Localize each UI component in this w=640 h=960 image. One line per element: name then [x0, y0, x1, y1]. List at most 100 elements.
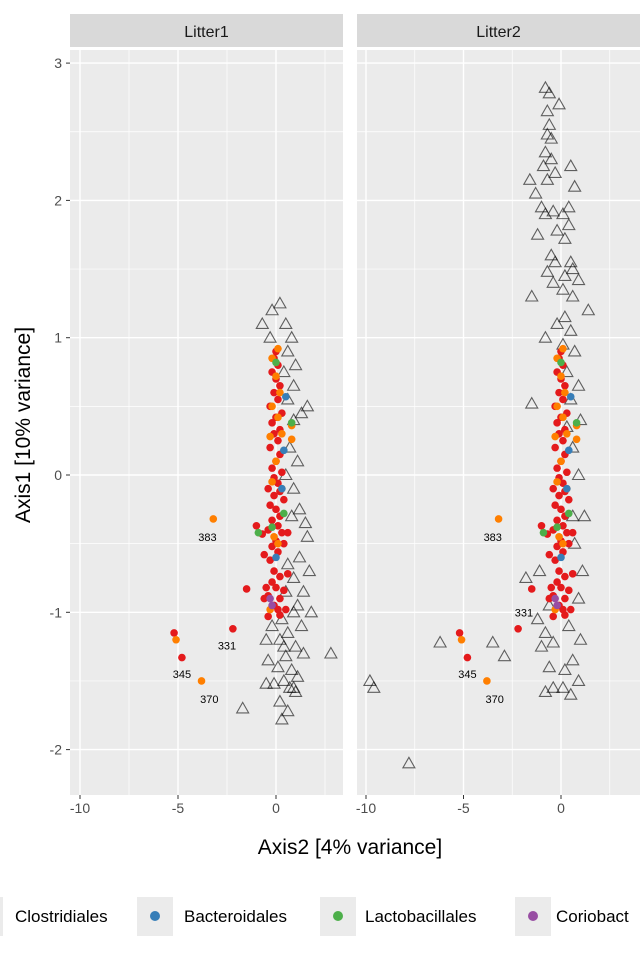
point-label: 345 [458, 669, 476, 681]
sample-point-triangle [565, 261, 580, 275]
taxa-point [559, 539, 567, 548]
taxa-point [547, 583, 556, 592]
taxa-point [551, 556, 559, 564]
taxa-point [282, 605, 290, 614]
sample-point-triangle [300, 529, 315, 542]
taxa-point [280, 539, 288, 548]
taxa-point [537, 522, 546, 530]
sample-point-triangle [300, 399, 315, 412]
sample-point-triangle [272, 296, 287, 309]
sample-point-triangle [540, 172, 555, 185]
sample-point-triangle [542, 117, 557, 130]
point-label: 331 [515, 607, 533, 619]
taxa-point [553, 464, 561, 472]
taxa-point [557, 505, 565, 514]
y-tick-label: 2 [54, 192, 62, 208]
sample-point-triangle [524, 396, 539, 409]
taxa-point [572, 419, 581, 427]
sample-point-triangle [284, 662, 299, 676]
sample-point-triangle [362, 673, 377, 686]
x-axis-title: Axis2 [4% variance] [258, 836, 442, 859]
taxa-point [274, 605, 282, 614]
taxa-point [274, 539, 282, 548]
taxa-point [262, 583, 271, 592]
sample-point-triangle [563, 687, 578, 700]
facet-strip [70, 14, 343, 47]
taxa-point [555, 388, 563, 397]
taxa-point [483, 677, 491, 685]
panel-background [70, 50, 343, 795]
taxa-point [539, 528, 548, 537]
taxa-point [553, 578, 561, 586]
sample-point-triangle [542, 660, 557, 673]
y-tick-label: 3 [54, 55, 62, 71]
sample-point-triangle [267, 676, 281, 689]
taxa-point [272, 457, 280, 466]
sample-point-triangle [571, 378, 586, 391]
sample-point-triangle [575, 564, 590, 577]
x-tick-label: 0 [272, 800, 280, 816]
sample-point-triangle [323, 646, 338, 659]
sample-point-triangle [278, 649, 293, 662]
sample-point-triangle [556, 680, 570, 693]
sample-point-triangle [550, 316, 565, 330]
taxa-point [553, 402, 561, 411]
taxa-point [272, 358, 280, 367]
taxa-point [568, 570, 577, 578]
sample-point-triangle [265, 303, 280, 316]
sample-point-triangle [518, 570, 533, 584]
sample-point-triangle [524, 289, 539, 302]
taxa-point [551, 432, 559, 441]
taxa-point [270, 532, 278, 541]
taxa-point [268, 402, 276, 411]
taxa-point [268, 478, 276, 486]
taxa-point [209, 515, 218, 523]
sample-point-triangle [548, 165, 563, 178]
taxa-point [553, 516, 561, 525]
taxa-point [557, 372, 565, 380]
taxa-point [559, 344, 567, 353]
taxa-point [545, 594, 554, 603]
taxa-point [172, 635, 180, 644]
taxa-point [287, 435, 296, 444]
taxa-point [549, 484, 557, 493]
sample-point-triangle [261, 653, 276, 666]
sample-point-triangle [581, 303, 596, 316]
taxa-point [266, 432, 274, 441]
sample-point-triangle [561, 218, 576, 231]
point-label: 370 [200, 694, 218, 706]
point-label: 383 [484, 532, 502, 544]
taxa-point [551, 443, 559, 452]
sample-point-triangle [294, 406, 309, 419]
sample-point-triangle [286, 378, 301, 391]
sample-point-triangle [563, 323, 578, 336]
taxa-point [264, 484, 272, 493]
legend: Clostridiales Bacteroidales Lactobacillale… [0, 897, 629, 936]
sample-point-triangle [528, 186, 543, 199]
sample-point-triangle [538, 625, 553, 638]
sample-point-triangle [557, 231, 572, 244]
taxa-point [268, 601, 276, 610]
sample-point-triangle [546, 275, 561, 288]
y-tick-label: -2 [50, 742, 63, 758]
taxa-point [280, 586, 288, 595]
sample-point-triangle [401, 756, 416, 769]
taxa-point [551, 594, 559, 603]
taxa-point [566, 605, 575, 614]
taxa-point [266, 556, 274, 564]
taxa-point [268, 516, 276, 525]
legend-label: Bacteroidales [184, 907, 287, 926]
taxa-point [274, 436, 282, 445]
taxa-point [561, 381, 569, 390]
taxa-point [229, 624, 237, 633]
sample-point-triangle [284, 330, 299, 343]
sample-point-triangle [565, 289, 580, 302]
taxa-point [559, 605, 567, 614]
taxa-point [287, 419, 296, 427]
sample-point-triangle [263, 330, 278, 343]
taxa-point [553, 523, 561, 531]
sample-point-triangle [534, 639, 549, 652]
sample-point-triangle [280, 557, 295, 570]
taxa-point [527, 585, 536, 593]
